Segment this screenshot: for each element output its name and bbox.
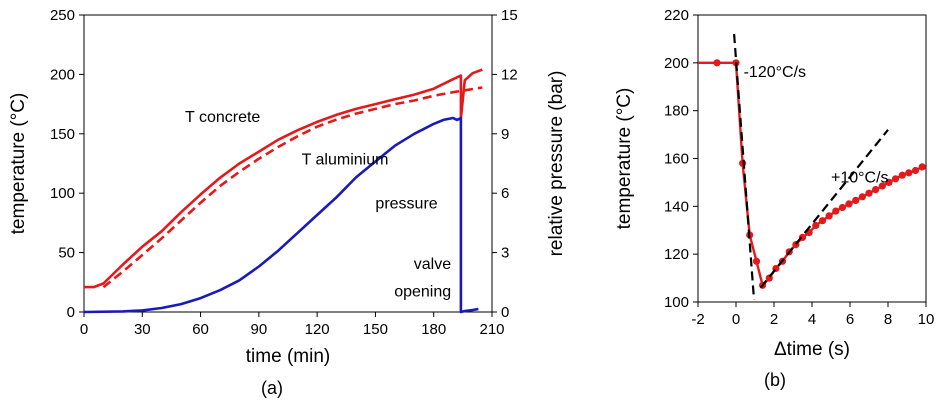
panel-a-y2-tick-label: 12 [501,66,518,83]
panel-b-annotation: -120°C/s [744,64,806,81]
panel-a-x-tick-label: 0 [80,321,88,338]
panel-b-x-axis-title: Δtime (s) [774,339,850,360]
panel-a-x-tick-label: 30 [134,321,151,338]
panel-a-y-tick-label: 150 [50,126,75,143]
panel-a-x-axis-title: time (min) [246,346,330,367]
panel-b-y-tick-label: 120 [664,246,689,263]
panel-b-data-point [845,200,853,208]
panel-a-x-tick-label: 90 [251,321,268,338]
panel-b-y-tick-label: 220 [664,7,689,24]
panel-a-series-t-concrete [84,68,483,289]
panel-b-y-axis-title: temperature (°C) [614,88,635,230]
panel-a-y2-tick-label: 0 [501,304,509,321]
panel-a-y2-tick-label: 15 [501,7,518,24]
panel-b-fit-line [759,129,889,289]
panel-b-data-point [852,196,860,204]
panel-a-x-tick-label: 180 [421,321,446,338]
panel-a-y2-tick-label: 3 [501,245,509,262]
panel-b-x-tick-label: 4 [808,311,816,328]
panel-a-annotation: opening [394,284,451,301]
panel-b-series-line [698,61,923,287]
panel-a-annotation: T aluminium [302,152,389,169]
panel-a-series-t-aluminium [102,86,483,289]
panel-b-y-tick-label: 100 [664,294,689,311]
panel-b-data-point [713,59,721,67]
panel-a-y-axis-title: temperature (°C) [8,93,29,235]
panel-a-y-tick-label: 0 [67,304,75,321]
panel-a-x-tick-label: 210 [479,321,504,338]
panel-a-y-tick-label: 100 [50,185,75,202]
panel-b-data-point [838,203,847,212]
panel-a-y2-tick-label: 9 [501,126,509,143]
panel-a-x-tick-label: 150 [363,321,388,338]
panel-b-x-tick-label: 6 [846,311,854,328]
panel-b-fit-line [733,34,756,300]
panel-a-y-tick-label: 250 [50,7,75,24]
panel-b-data-point [872,186,880,194]
panel-b-data-point [918,163,926,171]
panel-a-y-tick-label: 200 [50,66,75,83]
panel-b-data-point [825,212,833,220]
panel-b-data-point [865,189,873,197]
panel-a-y2-axis-title: relative pressure (bar) [546,71,567,257]
panel-a-frame [83,14,493,313]
panel-b-label: (b) [764,370,786,390]
panel-b-x-tick-label: 0 [732,311,740,328]
panel-b-data-point [818,217,827,225]
panel-a-annotation: pressure [375,196,437,213]
panel-b-y-tick-label: 180 [664,103,689,120]
panel-b: -2 0 2 4 6 8 10 100 120 140 160 180 200 220 Δtime (s) t… [614,7,934,390]
panel-b-x-tick-label: 10 [918,311,935,328]
panel-b-data-point [911,166,920,175]
panel-a-y2-tick-label: 6 [501,185,509,202]
panel-b-annotation: +10°C/s [831,169,889,186]
panel-a-y-tick-label: 50 [58,245,75,262]
panel-a-annotation: T concrete [185,109,260,126]
panel-a-x-tick-label: 60 [192,321,209,338]
panel-b-x-tick-label: 8 [884,311,892,328]
panel-b-data-point [905,169,913,177]
panel-b-data-point [752,257,761,265]
panel-b-x-tick-label: 2 [770,311,778,328]
panel-a-label: (a) [261,378,283,398]
panel-b-data-point [832,207,840,215]
panel-b-data-point [858,193,867,201]
panel-b-y-tick-label: 140 [664,198,689,215]
panel-a-series-pressure [83,116,479,314]
panel-b-y-tick-label: 160 [664,151,689,168]
panel-b-y-tick-label: 200 [664,55,689,72]
panel-b-data-point [892,175,900,183]
panel-a: 0 30 60 90 120 150 180 210050100150200250036912… [8,7,567,398]
panel-b-data-point [812,221,820,230]
panel-a-x-tick-label: 120 [305,321,330,338]
panel-b-data-point [878,182,886,190]
panel-b-data-point [898,171,906,179]
panel-b-frame [697,14,927,303]
panel-a-annotation: valve [414,256,451,273]
panel-b-data-point [885,178,893,186]
panel-b-x-tick-label: -2 [691,311,704,328]
